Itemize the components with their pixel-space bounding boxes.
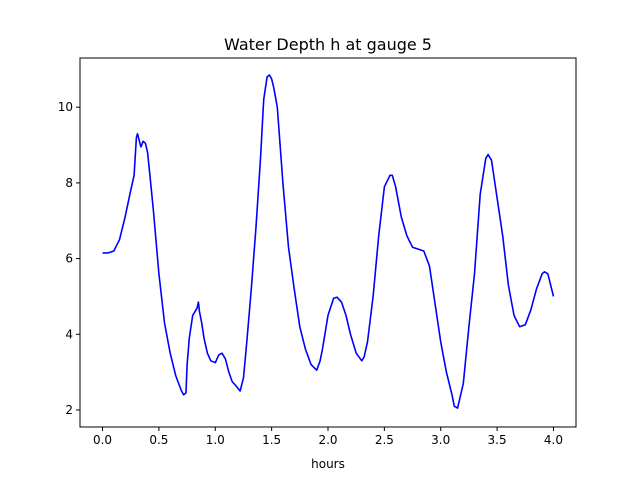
plot-frame	[79, 57, 577, 428]
chart-title: Water Depth h at gauge 5	[224, 35, 432, 54]
series-line	[102, 74, 555, 409]
y-tick-label: 4	[65, 327, 73, 341]
y-tick-label: 10	[58, 100, 73, 114]
y-tick-label: 8	[65, 176, 73, 190]
x-tick-label: 4.0	[544, 433, 563, 447]
x-tick-label: 2.0	[318, 433, 337, 447]
x-tick-label: 2.5	[375, 433, 394, 447]
y-axis-ticks: 2 4 6 8 10	[58, 100, 80, 417]
x-axis-label: hours	[311, 457, 345, 471]
x-axis-ticks: 0.0 0.5 1.0 1.5 2.0 2.5 3.0 3.5 4.0	[93, 427, 563, 447]
x-tick-label: 0.5	[149, 433, 168, 447]
y-tick-label: 2	[65, 403, 73, 417]
plot-area	[102, 74, 555, 409]
x-tick-label: 1.5	[262, 433, 281, 447]
y-tick-label: 6	[65, 252, 73, 266]
x-tick-label: 3.0	[431, 433, 450, 447]
x-tick-label: 0.0	[93, 433, 112, 447]
x-tick-label: 3.5	[488, 433, 507, 447]
x-tick-label: 1.0	[206, 433, 225, 447]
